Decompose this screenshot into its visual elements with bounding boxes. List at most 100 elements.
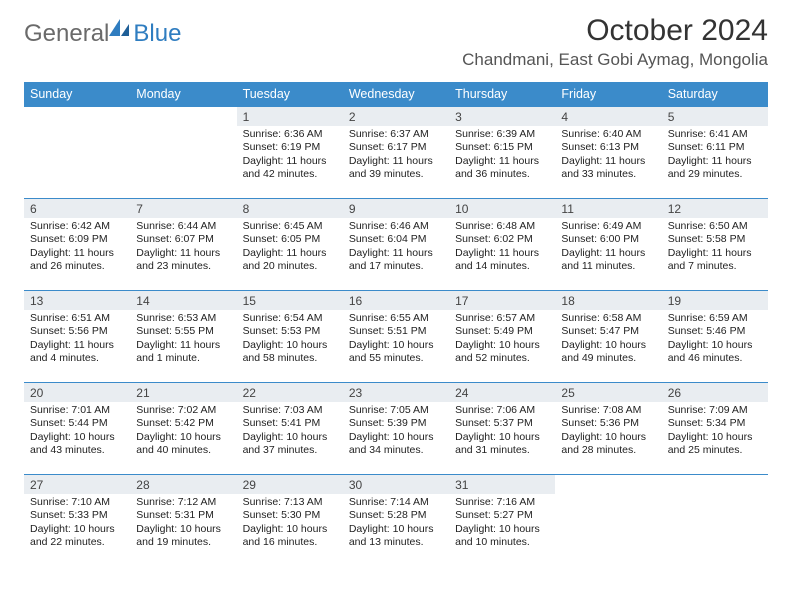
brand-word2: Blue [133,20,181,48]
day-number-cell: 4 [555,107,661,127]
day-content-cell: Sunrise: 6:44 AMSunset: 6:07 PMDaylight:… [130,218,236,291]
sunset-line: Sunset: 6:19 PM [243,141,337,154]
day-content-cell [555,494,661,566]
day-number-cell: 14 [130,291,236,311]
day-number-cell: 7 [130,199,236,219]
daylight-line: Daylight: 11 hours and 20 minutes. [243,247,337,274]
day-content-cell: Sunrise: 6:55 AMSunset: 5:51 PMDaylight:… [343,310,449,383]
sunset-line: Sunset: 5:41 PM [243,417,337,430]
sunset-line: Sunset: 5:44 PM [30,417,124,430]
daylight-line: Daylight: 10 hours and 28 minutes. [561,431,655,458]
sunset-line: Sunset: 5:53 PM [243,325,337,338]
day-content-cell: Sunrise: 7:12 AMSunset: 5:31 PMDaylight:… [130,494,236,566]
day-content-row: Sunrise: 7:01 AMSunset: 5:44 PM Daylight:… [24,402,768,475]
sunrise-line: Sunrise: 6:42 AM [30,220,124,233]
day-content-cell: Sunrise: 6:53 AMSunset: 5:55 PMDaylight:… [130,310,236,383]
day-number-cell [130,107,236,127]
sunrise-line: Sunrise: 7:02 AM [136,404,230,417]
sunrise-line: Sunrise: 6:51 AM [30,312,124,325]
day-content-cell: Sunrise: 7:14 AMSunset: 5:28 PMDaylight:… [343,494,449,566]
daylight-line: Daylight: 10 hours and 10 minutes. [455,523,549,550]
day-content-cell: Sunrise: 7:08 AMSunset: 5:36 PMDaylight:… [555,402,661,475]
sunrise-line: Sunrise: 7:16 AM [455,496,549,509]
day-number-cell: 30 [343,475,449,495]
daylight-line: Daylight: 11 hours and 17 minutes. [349,247,443,274]
day-content-cell: Sunrise: 7:16 AMSunset: 5:27 PMDaylight:… [449,494,555,566]
day-content-cell: Sunrise: 6:40 AMSunset: 6:13 PMDaylight:… [555,126,661,199]
day-number-cell: 3 [449,107,555,127]
month-title: October 2024 [462,14,768,48]
daylight-line: Daylight: 11 hours and 36 minutes. [455,155,549,182]
day-number-cell: 11 [555,199,661,219]
title-block: October 2024 Chandmani, East Gobi Aymag,… [462,14,768,78]
sunrise-line: Sunrise: 6:53 AM [136,312,230,325]
day-number-cell: 28 [130,475,236,495]
day-number-cell: 19 [662,291,768,311]
day-number-row: 12345 [24,107,768,127]
day-content-cell: Sunrise: 6:46 AMSunset: 6:04 PMDaylight:… [343,218,449,291]
day-content-cell: Sunrise: 7:06 AMSunset: 5:37 PMDaylight:… [449,402,555,475]
sunset-line: Sunset: 5:51 PM [349,325,443,338]
sunrise-line: Sunrise: 6:39 AM [455,128,549,141]
daylight-line: Daylight: 10 hours and 13 minutes. [349,523,443,550]
dow-header-row: SundayMondayTuesdayWednesdayThursdayFrid… [24,82,768,107]
day-number-cell: 31 [449,475,555,495]
day-number-cell: 9 [343,199,449,219]
sunrise-line: Sunrise: 6:57 AM [455,312,549,325]
daylight-line: Daylight: 10 hours and 25 minutes. [668,431,762,458]
sunset-line: Sunset: 5:49 PM [455,325,549,338]
day-number-cell: 25 [555,383,661,403]
brand-logo: General Blue [24,20,181,48]
day-content-cell: Sunrise: 6:39 AMSunset: 6:15 PMDaylight:… [449,126,555,199]
day-number-row: 2728293031 [24,475,768,495]
day-number-row: 13141516171819 [24,291,768,311]
sunrise-line: Sunrise: 6:48 AM [455,220,549,233]
daylight-line: Daylight: 11 hours and 7 minutes. [668,247,762,274]
sunset-line: Sunset: 5:33 PM [30,509,124,522]
dow-header: Tuesday [237,82,343,107]
day-number-cell [555,475,661,495]
sunset-line: Sunset: 5:30 PM [243,509,337,522]
brand-word1: General [24,20,109,48]
day-number-cell: 26 [662,383,768,403]
sunset-line: Sunset: 6:17 PM [349,141,443,154]
day-content-cell: Sunrise: 7:03 AMSunset: 5:41 PMDaylight:… [237,402,343,475]
sunset-line: Sunset: 5:58 PM [668,233,762,246]
daylight-line: Daylight: 10 hours and 46 minutes. [668,339,762,366]
dow-header: Thursday [449,82,555,107]
day-content-cell [662,494,768,566]
sunset-line: Sunset: 6:04 PM [349,233,443,246]
day-number-cell: 6 [24,199,130,219]
sunrise-line: Sunrise: 6:46 AM [349,220,443,233]
day-number-row: 20212223242526 [24,383,768,403]
day-content-cell: Sunrise: 7:05 AMSunset: 5:39 PMDaylight:… [343,402,449,475]
sunset-line: Sunset: 5:55 PM [136,325,230,338]
day-content-row: Sunrise: 7:10 AMSunset: 5:33 PMDaylight:… [24,494,768,566]
day-number-cell: 16 [343,291,449,311]
day-content-row: Sunrise: 6:51 AMSunset: 5:56 PM Daylight:… [24,310,768,383]
calendar-page: General Blue October 2024 Chandmani, Eas… [0,0,792,566]
sunrise-line: Sunrise: 6:49 AM [561,220,655,233]
dow-header: Wednesday [343,82,449,107]
day-number-cell: 1 [237,107,343,127]
day-content-cell: Sunrise: 7:02 AMSunset: 5:42 PMDaylight:… [130,402,236,475]
daylight-line: Daylight: 11 hours and 33 minutes. [561,155,655,182]
day-content-cell: Sunrise: 7:01 AMSunset: 5:44 PMDaylight:… [24,402,130,475]
sunset-line: Sunset: 5:42 PM [136,417,230,430]
sunrise-line: Sunrise: 6:45 AM [243,220,337,233]
day-number-cell: 12 [662,199,768,219]
day-content-cell: Sunrise: 6:36 AMSunset: 6:19 PMDaylight:… [237,126,343,199]
sunrise-line: Sunrise: 6:36 AM [243,128,337,141]
brand-sail-icon [109,19,131,37]
daylight-line: Daylight: 10 hours and 34 minutes. [349,431,443,458]
day-number-cell: 18 [555,291,661,311]
daylight-line: Daylight: 11 hours and 23 minutes. [136,247,230,274]
daylight-line: Daylight: 10 hours and 22 minutes. [30,523,124,550]
sunset-line: Sunset: 5:56 PM [30,325,124,338]
sunset-line: Sunset: 5:46 PM [668,325,762,338]
sunrise-line: Sunrise: 6:40 AM [561,128,655,141]
day-content-cell: Sunrise: 6:49 AMSunset: 6:00 PMDaylight:… [555,218,661,291]
sunrise-line: Sunrise: 7:01 AM [30,404,124,417]
day-content-row: Sunrise: 6:42 AMSunset: 6:09 PMDaylight:… [24,218,768,291]
dow-header: Sunday [24,82,130,107]
